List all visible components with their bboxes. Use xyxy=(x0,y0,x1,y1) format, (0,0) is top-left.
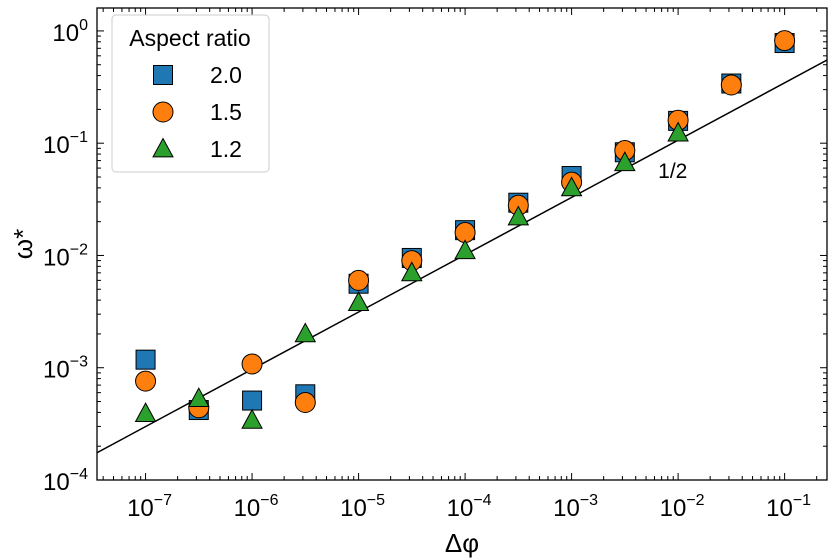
data-point-circle xyxy=(241,353,263,375)
legend-marker-square xyxy=(153,65,173,85)
data-point-circle xyxy=(294,392,316,414)
data-point-square xyxy=(135,349,156,370)
x-tick-label-exponent: −6 xyxy=(260,492,278,509)
y-tick-label-base: 10 xyxy=(52,20,79,47)
data-point-triangle xyxy=(134,402,157,423)
x-tick-label-exponent: −7 xyxy=(154,492,172,509)
y-tick-label-exponent: −4 xyxy=(70,466,88,483)
y-tick-label-exponent: −2 xyxy=(70,241,88,258)
data-point-triangle xyxy=(241,408,263,429)
y-tick-label: 10−2 xyxy=(43,241,88,271)
data-point-circle xyxy=(135,370,157,392)
x-tick-label: 10−3 xyxy=(553,492,598,522)
legend-label: 2.0 xyxy=(210,62,242,88)
x-tick-label-base: 10 xyxy=(340,495,367,522)
x-tick-label-base: 10 xyxy=(447,495,474,522)
data-point-triangle xyxy=(454,239,476,260)
plot-frame xyxy=(96,7,828,481)
x-tick-label: 10−7 xyxy=(127,492,172,522)
legend-title: Aspect ratio xyxy=(129,25,250,51)
legend: Aspect ratio 2.0 1.5 1.2 xyxy=(111,14,270,173)
data-point-triangle xyxy=(187,387,210,408)
series-1.2 xyxy=(134,121,689,429)
data-point-circle xyxy=(774,30,796,52)
data-point-triangle xyxy=(560,176,583,197)
x-axis-label: Δφ xyxy=(445,528,479,558)
legend-label: 1.5 xyxy=(210,99,242,125)
legend-marker-triangle xyxy=(152,137,174,158)
x-tick-label: 10−2 xyxy=(660,492,705,522)
y-tick-label: 100 xyxy=(52,17,88,47)
data-point-square xyxy=(242,390,263,411)
data-point-circle xyxy=(348,269,370,291)
y-tick-label-base: 10 xyxy=(43,469,70,496)
legend-box xyxy=(111,14,270,173)
y-tick-label-base: 10 xyxy=(43,132,70,159)
y-tick-label: 10−4 xyxy=(43,466,88,496)
y-tick-label-base: 10 xyxy=(43,357,70,384)
x-tick-label-exponent: −2 xyxy=(686,492,704,509)
y-tick-label-exponent: −3 xyxy=(70,354,88,371)
x-tick-label: 10−4 xyxy=(447,492,492,522)
data-point-circle xyxy=(720,74,742,96)
y-tick-label-base: 10 xyxy=(43,244,70,271)
y-axis-label: ω* xyxy=(8,229,38,259)
x-tick-label-base: 10 xyxy=(234,495,261,522)
x-tick-label-base: 10 xyxy=(766,495,793,522)
data-point-triangle xyxy=(507,205,530,226)
x-tick-label-exponent: −4 xyxy=(473,492,491,509)
series-1.5 xyxy=(135,30,796,419)
y-tick-label: 10−3 xyxy=(43,354,88,384)
x-tick-label-exponent: −5 xyxy=(367,492,385,509)
x-tick-label: 10−5 xyxy=(340,492,385,522)
x-tick-label-exponent: −1 xyxy=(793,492,811,509)
x-tick-label-base: 10 xyxy=(127,495,154,522)
data-point-triangle xyxy=(614,151,636,172)
x-tick-label: 10−6 xyxy=(234,492,279,522)
y-tick-label-exponent: −1 xyxy=(70,129,88,146)
data-point-triangle xyxy=(294,322,317,343)
legend-label: 1.2 xyxy=(210,136,242,162)
x-tick-label: 10−1 xyxy=(766,492,811,522)
reference-line-label: 1/2 xyxy=(658,160,687,183)
data-point-triangle xyxy=(667,121,689,142)
data-point-triangle xyxy=(400,261,423,282)
legend-marker-circle xyxy=(152,101,174,123)
y-tick-label-exponent: 0 xyxy=(79,17,88,34)
y-tick-label: 10−1 xyxy=(43,129,88,159)
x-tick-label-base: 10 xyxy=(660,495,687,522)
x-tick-label-exponent: −3 xyxy=(580,492,598,509)
data-point-triangle xyxy=(347,291,370,312)
x-tick-label-base: 10 xyxy=(553,495,580,522)
